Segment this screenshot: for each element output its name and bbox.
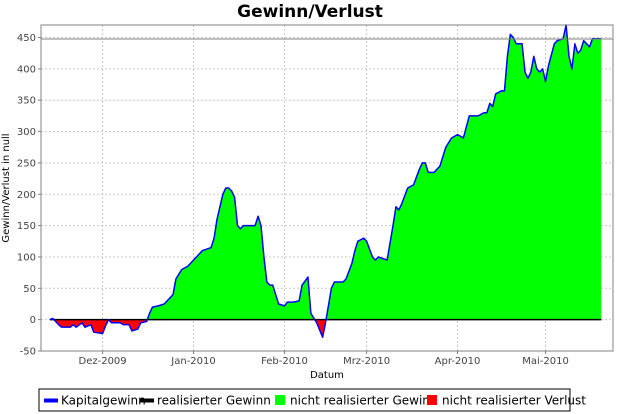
legend-swatch-box <box>275 395 285 405</box>
legend-item: nicht realisierter Verlust <box>427 394 586 408</box>
y-tick-label: 350 <box>17 96 36 107</box>
legend-label: nicht realisierter Gewinn <box>290 394 438 408</box>
y-axis-label: Gewinn/Verlust in null <box>1 133 12 242</box>
y-tick-label: 300 <box>17 127 36 138</box>
x-tick-label: Jan-2010 <box>170 356 215 367</box>
y-tick-label: 50 <box>23 284 36 295</box>
x-tick-label: Mrz-2010 <box>343 356 390 367</box>
y-tick-label: 400 <box>17 64 36 75</box>
legend-swatch-line <box>44 398 58 403</box>
legend-item: Kapitalgewinn <box>44 394 146 408</box>
x-tick-label: Apr-2010 <box>435 356 481 367</box>
y-tick-label: 200 <box>17 190 36 201</box>
legend: Kapitalgewinn realisierter Gewinn nicht re… <box>38 388 586 412</box>
legend-label: nicht realisierter Verlust <box>442 394 586 408</box>
series-line-layer <box>41 24 613 338</box>
y-tick-label: 100 <box>17 252 36 263</box>
nicht-realisierter-gewinn-area <box>49 25 602 320</box>
plot-border <box>40 24 614 352</box>
legend-label: Kapitalgewinn <box>61 394 146 408</box>
legend-item: realisierter Gewinn <box>140 394 271 408</box>
legend-swatch-line <box>140 398 154 403</box>
chart-title: Gewinn/Verlust <box>237 2 383 22</box>
y-tick-label: 250 <box>17 158 36 169</box>
kapitalgewinn-line <box>49 24 602 338</box>
nicht-realisierter-verlust-area <box>49 319 602 338</box>
legend-swatch-box <box>427 395 437 405</box>
x-axis-label: Datum <box>310 370 344 381</box>
legend-item: nicht realisierter Gewinn <box>275 394 438 408</box>
legend-box <box>38 388 571 412</box>
area-fill-layer <box>49 25 602 338</box>
x-tick-label: Mai-2010 <box>522 356 569 367</box>
x-tick-label: Dez-2009 <box>79 356 127 367</box>
y-tick-label: -50 <box>20 347 36 358</box>
y-tick-label: 450 <box>17 33 36 44</box>
y-tick-label: 0 <box>30 315 36 326</box>
legend-label: realisierter Gewinn <box>157 394 271 408</box>
x-tick-label: Feb-2010 <box>261 356 308 367</box>
y-tick-label: 150 <box>17 221 36 232</box>
